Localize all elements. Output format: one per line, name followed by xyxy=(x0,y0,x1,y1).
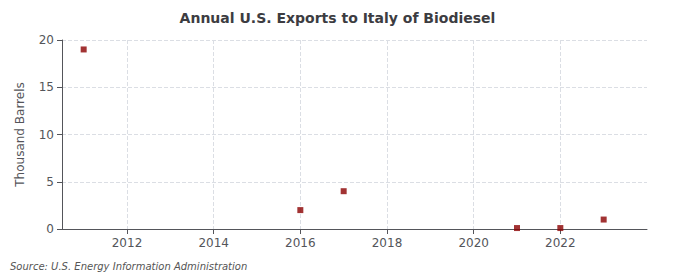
svg-text:Thousand Barrels: Thousand Barrels xyxy=(13,82,27,187)
svg-text:Annual U.S. Exports to Italy o: Annual U.S. Exports to Italy of Biodiese… xyxy=(180,10,496,26)
svg-text:2014: 2014 xyxy=(198,236,229,250)
svg-text:2022: 2022 xyxy=(545,236,576,250)
svg-text:20: 20 xyxy=(39,33,54,47)
svg-text:2020: 2020 xyxy=(458,236,489,250)
svg-text:5: 5 xyxy=(46,175,54,189)
svg-text:2016: 2016 xyxy=(285,236,316,250)
svg-text:2012: 2012 xyxy=(112,236,143,250)
svg-text:0: 0 xyxy=(46,222,54,236)
svg-text:2018: 2018 xyxy=(372,236,403,250)
svg-text:10: 10 xyxy=(39,128,54,142)
svg-text:Source: U.S. Energy Informatio: Source: U.S. Energy Information Administ… xyxy=(10,261,247,272)
svg-text:15: 15 xyxy=(39,80,54,94)
